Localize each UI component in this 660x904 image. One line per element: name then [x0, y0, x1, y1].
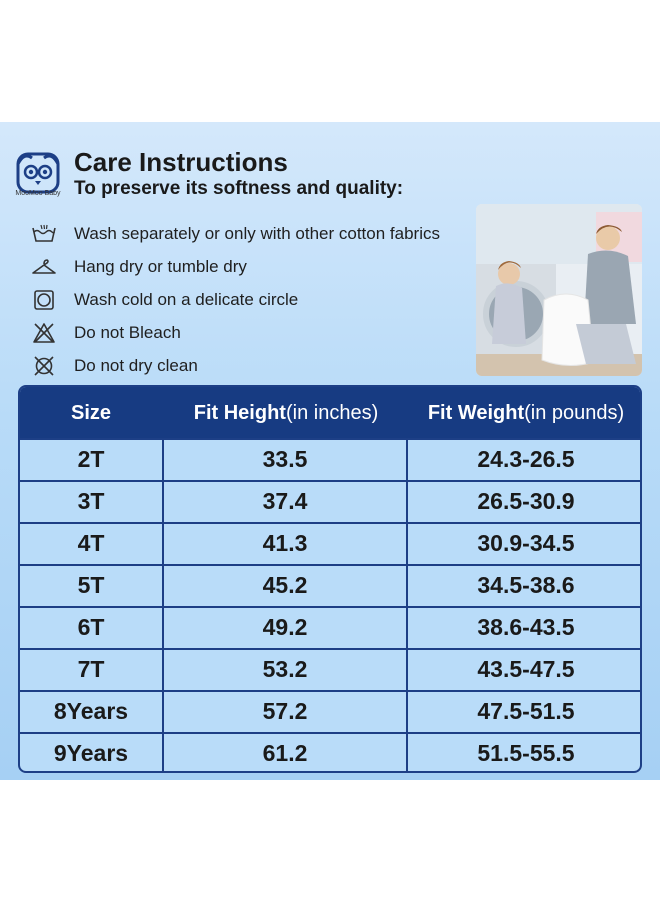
header-height-label: Fit Height	[193, 402, 286, 424]
brand-name: MooMoo Baby	[15, 190, 61, 197]
cell-size: 6T	[77, 614, 105, 640]
care-item-text: Wash separately or only with other cotto…	[74, 224, 440, 243]
cell-height: 45.2	[262, 572, 308, 598]
care-item-text: Hang dry or tumble dry	[74, 257, 247, 276]
no-bleach-icon	[30, 321, 58, 345]
cell-weight: 30.9-34.5	[477, 530, 575, 556]
care-item: Wash separately or only with other cotto…	[30, 221, 480, 247]
column-divider	[162, 438, 164, 771]
table-row: 9Years 61.2 51.5-55.5	[20, 732, 640, 771]
table-row: 3T 37.4 26.5-30.9	[20, 480, 640, 521]
table-row: 2T 33.5 24.3-26.5	[20, 438, 640, 479]
cell-height: 49.2	[262, 614, 308, 640]
size-table: Size Fit Height (in inches) Fit Weight (in…	[18, 385, 642, 773]
cell-size: 5T	[77, 572, 105, 598]
care-item-text: Do not Bleach	[74, 323, 181, 342]
cell-size: 7T	[77, 656, 105, 682]
care-item: Hang dry or tumble dry	[30, 254, 480, 280]
cell-weight: 34.5-38.6	[477, 572, 575, 598]
hanger-icon	[30, 255, 58, 279]
header-size-label: Size	[70, 402, 112, 424]
header-size: Size	[20, 387, 162, 440]
moomoo-owl-logo-icon	[16, 152, 60, 194]
table-row: 8Years 57.2 47.5-51.5	[20, 690, 640, 731]
cell-height: 53.2	[262, 656, 308, 682]
cell-weight: 43.5-47.5	[477, 656, 575, 682]
table-row: 5T 45.2 34.5-38.6	[20, 564, 640, 605]
cell-size: 3T	[77, 488, 105, 514]
header-weight-label: Fit Weight	[427, 402, 525, 424]
cell-height: 61.2	[262, 740, 308, 766]
tumble-dry-icon	[30, 288, 58, 312]
no-dry-clean-icon	[30, 354, 58, 378]
care-title: Care Instructions	[74, 147, 288, 177]
care-item-text: Wash cold on a delicate circle	[74, 290, 299, 309]
cell-height: 57.2	[262, 698, 308, 724]
size-table-header: Size Fit Height (in inches) Fit Weight (in…	[20, 387, 640, 440]
table-row: 6T 49.2 38.6-43.5	[20, 606, 640, 647]
header-weight-unit: (in pounds)	[524, 402, 625, 424]
cell-weight: 51.5-55.5	[477, 740, 575, 766]
care-subtitle: To preserve its softness and quality:	[74, 178, 404, 199]
hand-wash-tub-icon	[30, 222, 58, 246]
cell-size: 2T	[77, 446, 105, 472]
header-height-unit: (in inches)	[285, 402, 379, 424]
cell-height: 41.3	[262, 530, 308, 556]
care-item: Wash cold on a delicate circle	[30, 287, 480, 313]
table-row: 4T 41.3 30.9-34.5	[20, 522, 640, 563]
cell-height: 37.4	[262, 488, 308, 514]
care-item: Do not Bleach	[30, 320, 480, 346]
cell-weight: 26.5-30.9	[477, 488, 575, 514]
header-fit-weight: Fit Weight (in pounds)	[408, 387, 640, 440]
table-row: 7T 53.2 43.5-47.5	[20, 648, 640, 689]
cell-size: 8Years	[53, 698, 129, 724]
laundry-photo	[476, 204, 642, 376]
column-divider	[406, 438, 408, 771]
cell-weight: 47.5-51.5	[477, 698, 575, 724]
cell-weight: 24.3-26.5	[477, 446, 575, 472]
care-item-text: Do not dry clean	[74, 356, 198, 375]
care-item: Do not dry clean	[30, 353, 480, 379]
header-fit-height: Fit Height (in inches)	[164, 387, 408, 440]
cell-size: 4T	[77, 530, 105, 556]
cell-height: 33.5	[262, 446, 308, 472]
cell-weight: 38.6-43.5	[477, 614, 575, 640]
cell-size: 9Years	[53, 740, 129, 766]
